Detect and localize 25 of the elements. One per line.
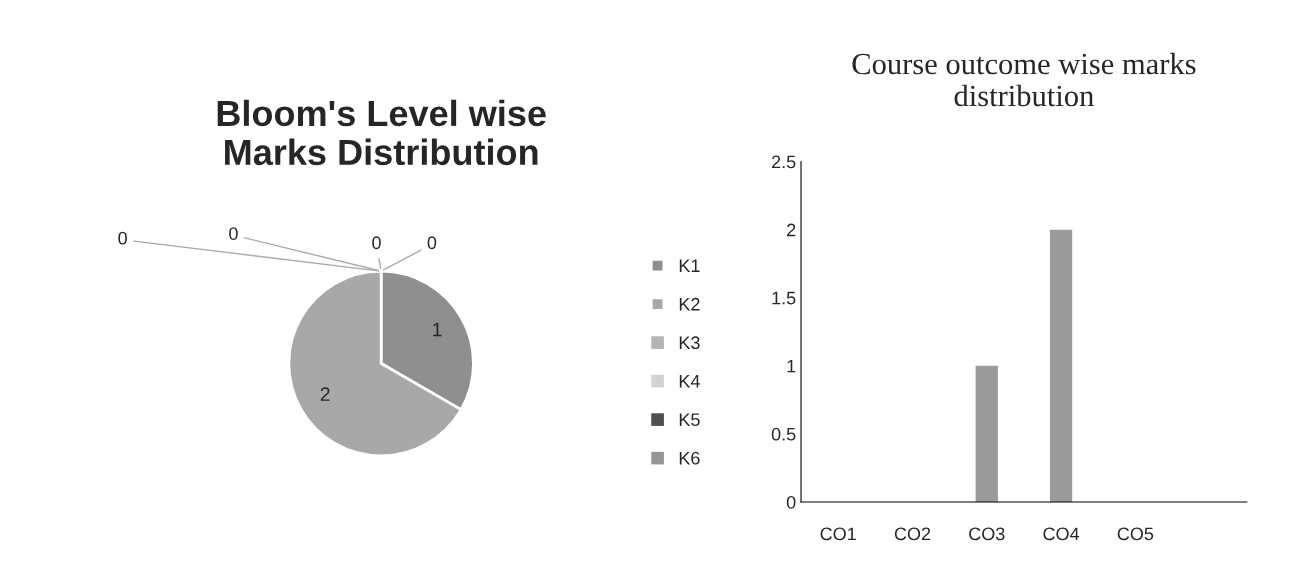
- chart-title: Bloom's Level wise Marks Distribution: [217, 99, 546, 166]
- legend-label: K6: [679, 451, 700, 465]
- legend-label: K3: [679, 336, 700, 350]
- x-tick-label: CO2: [894, 527, 931, 541]
- y-tick-label: 0: [786, 495, 796, 509]
- data-label: 1: [433, 322, 442, 337]
- chart-title: Course outcome wise marks distribution: [852, 52, 1196, 107]
- y-tick-label: 2: [787, 223, 796, 237]
- data-label: 2: [320, 387, 330, 401]
- legend-label: K2: [679, 297, 700, 311]
- text: 0: [229, 227, 238, 240]
- text: 0: [427, 236, 437, 250]
- y-tick-label: 0.5: [771, 427, 796, 441]
- x-tick-label: CO1: [820, 527, 856, 541]
- y-tick-label: 2.5: [771, 155, 796, 169]
- x-tick-label: CO5: [1117, 527, 1154, 541]
- text: 0: [118, 231, 127, 245]
- text: 0: [372, 236, 381, 250]
- legend-label: K4: [679, 375, 700, 388]
- y-tick-label: 1: [787, 359, 796, 373]
- legend-label: K5: [679, 413, 700, 427]
- x-tick-label: CO3: [969, 527, 1005, 541]
- legend-label: K1: [679, 259, 700, 272]
- x-tick-label: CO4: [1043, 527, 1080, 541]
- y-tick-label: 1.5: [772, 291, 796, 305]
